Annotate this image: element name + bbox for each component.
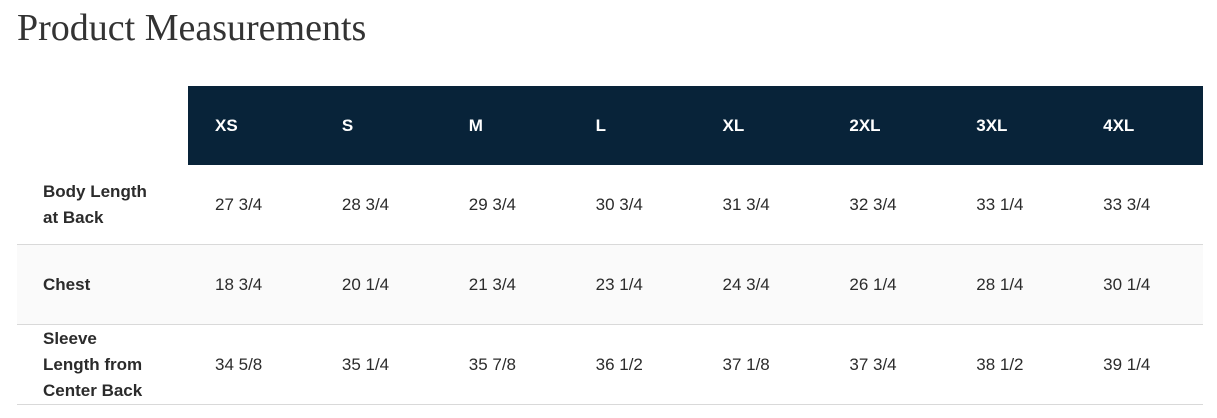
table-cell: 30 3/4 [595, 195, 643, 214]
column-header: S [341, 115, 354, 135]
table-cell: 33 3/4 [1103, 195, 1151, 214]
table-cell: 39 1/4 [1103, 355, 1151, 374]
table-cell: 21 3/4 [468, 275, 517, 294]
column-header: XL [722, 115, 745, 135]
page-title: Product Measurements [17, 7, 367, 49]
table-cell: 30 1/4 [1103, 275, 1151, 294]
table-cell: 28 3/4 [341, 195, 390, 214]
table-cell: 35 7/8 [468, 355, 517, 374]
table-cell: 26 1/4 [849, 275, 897, 294]
table-cell: 20 1/4 [341, 275, 390, 294]
column-header: 3XL [976, 115, 1008, 135]
table-cell: 18 3/4 [215, 275, 263, 294]
table-cell: 37 3/4 [849, 355, 897, 374]
column-header: M [468, 115, 483, 135]
column-header: L [595, 115, 607, 135]
row-label: Body Length at Back [43, 182, 147, 227]
table-cell: 31 3/4 [722, 195, 770, 214]
table-cell: 33 1/4 [976, 195, 1024, 214]
row-label: Chest [43, 275, 91, 294]
table-cell: 38 1/2 [976, 355, 1024, 374]
table-cell: 23 1/4 [595, 275, 643, 294]
table-cell: 24 3/4 [722, 275, 770, 294]
row-label: Sleeve Length from Center Back [43, 329, 143, 400]
table-cell: 27 3/4 [215, 195, 263, 214]
table-header: XS S M L XL 2XL 3XL 4XL [188, 86, 1203, 165]
column-header: 4XL [1103, 115, 1135, 135]
table-cell: 29 3/4 [468, 195, 517, 214]
table-cell: 36 1/2 [595, 355, 643, 374]
column-header: 2XL [849, 115, 881, 135]
column-header: XS [215, 115, 238, 135]
table-cell: 28 1/4 [976, 275, 1024, 294]
table-cell: 32 3/4 [849, 195, 897, 214]
table-row: Body Length at Back 27 3/4 28 3/4 29 3/4 30 … [17, 165, 1203, 245]
table-cell: 34 5/8 [215, 355, 263, 374]
table-cell: 37 1/8 [722, 355, 770, 374]
table-row: Sleeve Length from Center Back 34 5/8 35 1… [17, 325, 1203, 405]
table-row: Chest 18 3/4 20 1/4 21 3/4 23 1/4 24 3/4 26 1/… [17, 245, 1203, 325]
table-cell: 35 1/4 [341, 355, 390, 374]
